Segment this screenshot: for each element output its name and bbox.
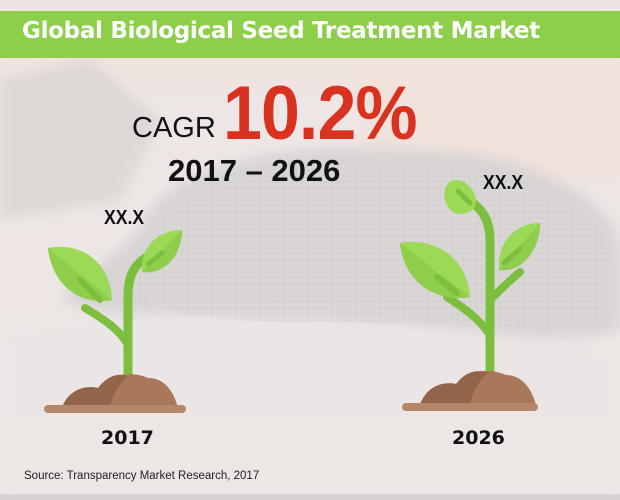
seedling-large-icon [400, 179, 540, 411]
year-label-2017: 2017 [101, 427, 154, 449]
page-title: Global Biological Seed Treatment Market [22, 18, 540, 44]
seedling-small-icon [44, 230, 186, 413]
cagr-label: CAGR [132, 112, 216, 144]
value-label-2017: XX.X [104, 207, 145, 229]
year-label-2026: 2026 [452, 427, 505, 449]
value-label-2026: XX.X [483, 172, 524, 194]
forecast-period: 2017 – 2026 [168, 153, 341, 188]
title-banner [0, 11, 620, 58]
cagr-value: 10.2% [223, 71, 418, 156]
source-note: Source: Transparency Market Research, 20… [24, 470, 260, 482]
